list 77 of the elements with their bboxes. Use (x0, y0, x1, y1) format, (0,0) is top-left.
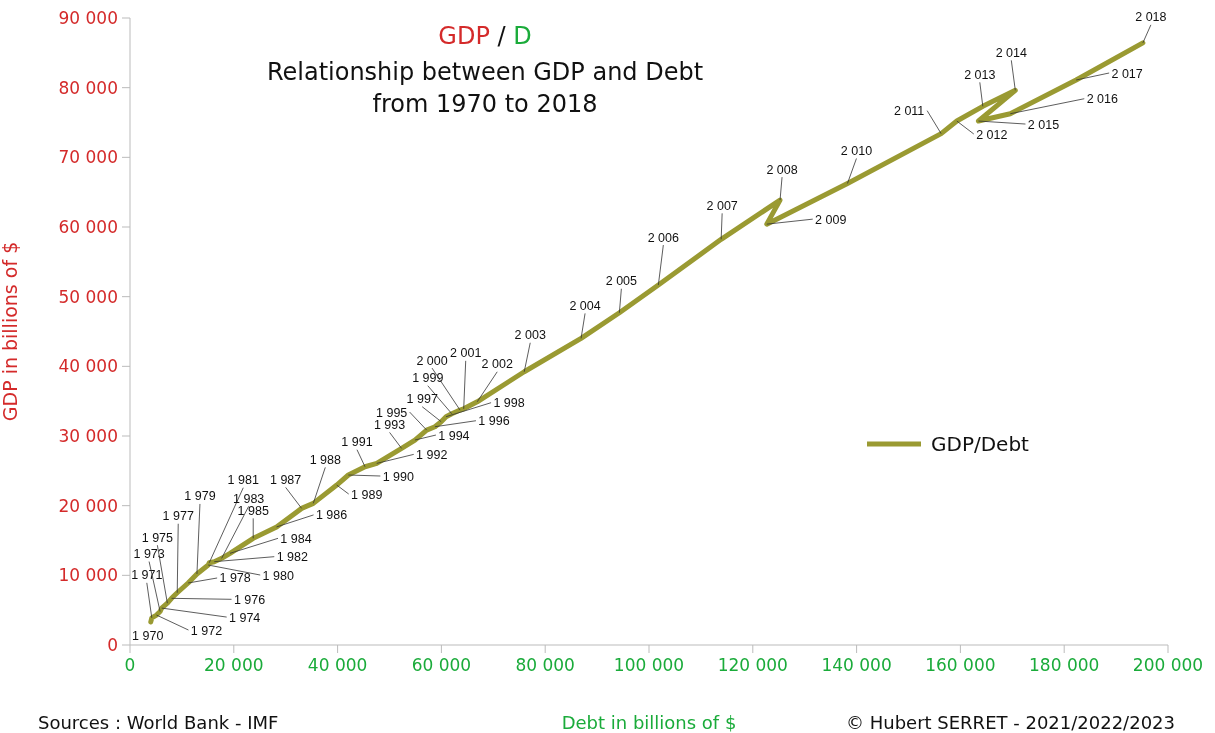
x-tick-label: 0 (124, 655, 136, 676)
annotation: 1 987 (269, 472, 302, 487)
annotation: 2 007 (706, 198, 738, 213)
annotation: 1 975 (141, 530, 174, 545)
y-tick-label: 70 000 (58, 147, 118, 168)
y-tick-label: 80 000 (58, 77, 118, 98)
y-axis-title: GDP in billions of $ (0, 241, 21, 422)
x-tick-label: 120 000 (717, 655, 788, 676)
annotation: 2 008 (766, 162, 798, 177)
x-tick-label: 100 000 (613, 655, 685, 676)
y-tick-label: 40 000 (58, 356, 118, 377)
annotation: 1 988 (309, 452, 341, 467)
x-tick-label: 200 000 (1132, 655, 1204, 676)
annotation: 2 000 (416, 353, 448, 368)
annotation: 1 992 (416, 447, 448, 462)
annotation: 2 004 (569, 298, 601, 313)
x-tick-label: 20 000 (204, 655, 264, 676)
text: © Hubert SERRET - 2021/2022/2023 (845, 712, 1175, 733)
y-tick-label: 20 000 (58, 495, 118, 516)
x-tick-label: 160 000 (925, 655, 996, 676)
annotation: 2 006 (647, 230, 680, 245)
annotation: 1 973 (133, 547, 165, 562)
annotation: 1 999 (412, 371, 444, 386)
y-tick-label: 60 000 (58, 217, 118, 238)
y-tick-label: 50 000 (58, 286, 118, 307)
annotation: 2 017 (1111, 66, 1143, 81)
chart-title: GDP / D (438, 22, 532, 50)
x-tick-label: 180 000 (1029, 655, 1100, 676)
annotation: 2 012 (976, 127, 1008, 142)
annotation: 1 991 (341, 435, 373, 450)
legend-label: GDP/Debt (931, 432, 1029, 456)
annotation: 2 010 (840, 143, 873, 158)
annotation: 1 980 (262, 568, 294, 583)
annotation: 1 997 (406, 392, 438, 407)
x-tick-label: 40 000 (307, 655, 368, 676)
annotation: 1 983 (233, 491, 265, 506)
y-tick-label: 90 000 (58, 8, 118, 29)
annotation: 2 009 (815, 212, 847, 227)
annotation: 2 018 (1135, 10, 1167, 25)
annotation: 2 013 (964, 67, 996, 82)
annotation: 1 971 (131, 568, 163, 583)
annotation: 1 990 (382, 469, 415, 484)
annotation: 1 974 (229, 610, 261, 625)
annotation: 1 993 (373, 417, 406, 432)
annotation: 1 995 (376, 405, 408, 420)
annotation: 1 998 (493, 396, 525, 411)
annotation: 1 972 (190, 623, 223, 638)
annotation: 2 015 (1027, 117, 1060, 132)
source-note: Sources : World Bank - IMF (38, 712, 279, 733)
x-tick-label: 60 000 (411, 655, 472, 676)
annotation: 1 982 (276, 550, 308, 565)
annotation: 2 002 (481, 357, 513, 372)
annotation: 1 976 (233, 592, 266, 607)
annotation: 1 985 (237, 503, 269, 518)
annotation: 1 994 (438, 428, 470, 443)
y-tick-label: 0 (107, 635, 118, 656)
annotation: 2 003 (514, 328, 546, 343)
annotation: 1 984 (280, 531, 312, 546)
annotation: 1 979 (184, 489, 216, 504)
y-tick-label: 30 000 (58, 426, 118, 447)
y-tick-label: 10 000 (58, 565, 118, 586)
annotation: 2 011 (893, 104, 925, 119)
annotation: 1 970 (132, 628, 164, 643)
x-tick-label: 140 000 (821, 655, 892, 676)
annotation: 2 005 (605, 274, 638, 289)
annotation: 2 016 (1086, 92, 1118, 107)
annotation: 1 986 (315, 508, 348, 523)
annotation: 1 978 (219, 571, 251, 586)
x-axis-title: Debt in billions of $ (561, 712, 737, 733)
annotation: 1 996 (478, 414, 510, 429)
x-tick-label: 80 000 (515, 655, 575, 676)
annotation: 1 981 (227, 473, 259, 488)
text: Relationship between GDP and Debt from 1970 to 2018 (265, 57, 705, 120)
annotation: 2 014 (995, 45, 1027, 60)
annotation: 1 989 (351, 487, 383, 502)
annotation: 1 977 (162, 509, 194, 524)
annotation: 2 001 (450, 346, 482, 361)
